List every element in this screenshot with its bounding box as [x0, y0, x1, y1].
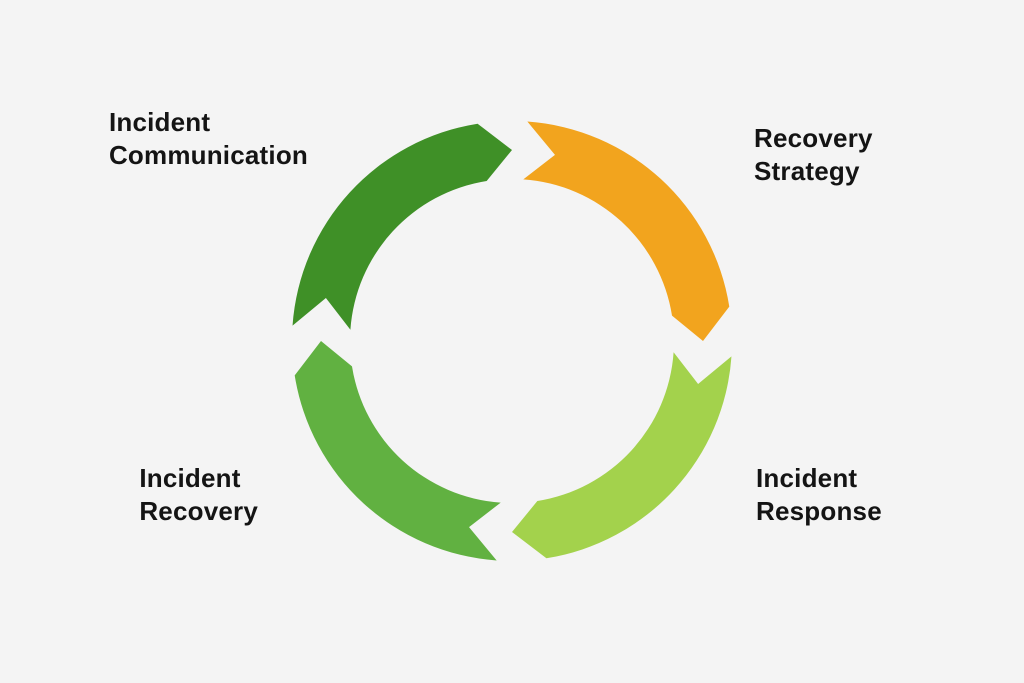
label-recovery-strategy: RecoveryStrategy	[754, 122, 873, 187]
cycle-ring	[0, 0, 1024, 683]
label-incident-recovery: IncidentRecovery	[139, 462, 258, 527]
label-incident-response: IncidentResponse	[756, 462, 882, 527]
segment-incident-response	[512, 352, 731, 558]
cycle-diagram: RecoveryStrategy IncidentResponse Incide…	[0, 0, 1024, 683]
label-incident-communication: IncidentCommunication	[109, 106, 308, 171]
segment-incident-communication	[293, 124, 512, 330]
segment-incident-recovery	[295, 341, 501, 560]
segment-recovery-strategy	[523, 122, 729, 341]
